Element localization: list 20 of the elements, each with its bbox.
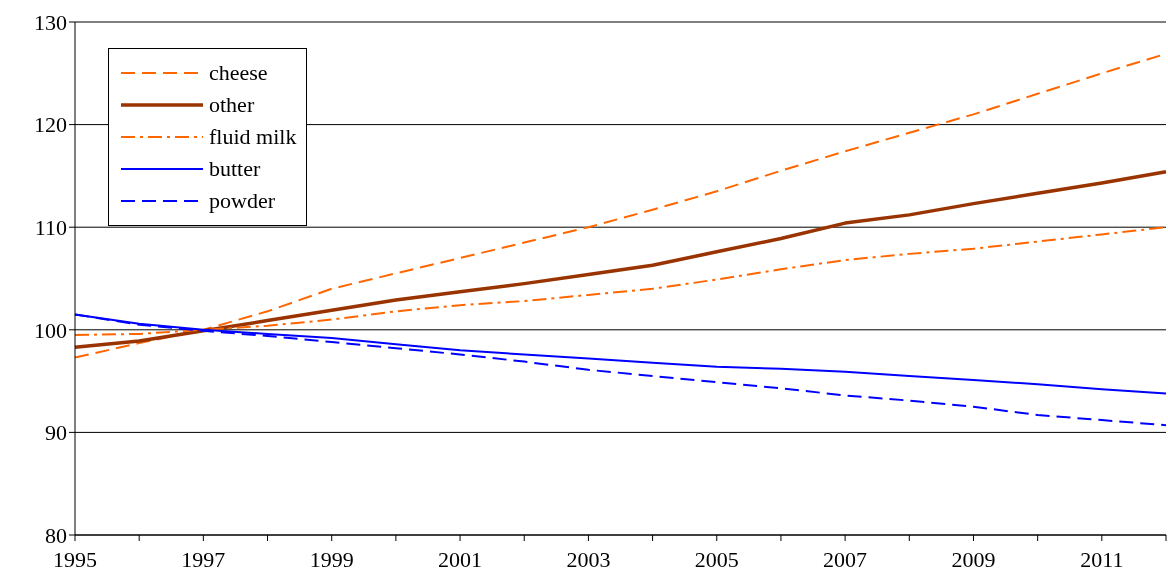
x-tick-label: 2011 bbox=[1080, 546, 1124, 572]
x-tick-label: 2003 bbox=[566, 546, 611, 572]
y-tick-label: 90 bbox=[45, 420, 67, 446]
legend-label: fluid milk bbox=[209, 123, 297, 151]
y-tick-label: 120 bbox=[34, 112, 67, 138]
legend-label: powder bbox=[209, 187, 275, 215]
y-tick-label: 80 bbox=[45, 522, 67, 548]
x-tick-label: 1995 bbox=[53, 546, 97, 572]
x-tick-label: 2007 bbox=[823, 546, 868, 572]
x-tick-label: 1999 bbox=[309, 546, 354, 572]
legend-label: butter bbox=[209, 155, 261, 183]
x-tick-label: 1997 bbox=[181, 546, 226, 572]
x-tick-label: 2001 bbox=[438, 546, 483, 572]
y-tick-label: 130 bbox=[34, 9, 67, 35]
legend-label: cheese bbox=[209, 59, 268, 87]
x-tick-label: 2005 bbox=[694, 546, 739, 572]
x-tick-label: 2009 bbox=[951, 546, 996, 572]
legend-label: other bbox=[209, 91, 255, 119]
y-tick-label: 110 bbox=[34, 215, 67, 241]
y-tick-label: 100 bbox=[34, 317, 67, 343]
